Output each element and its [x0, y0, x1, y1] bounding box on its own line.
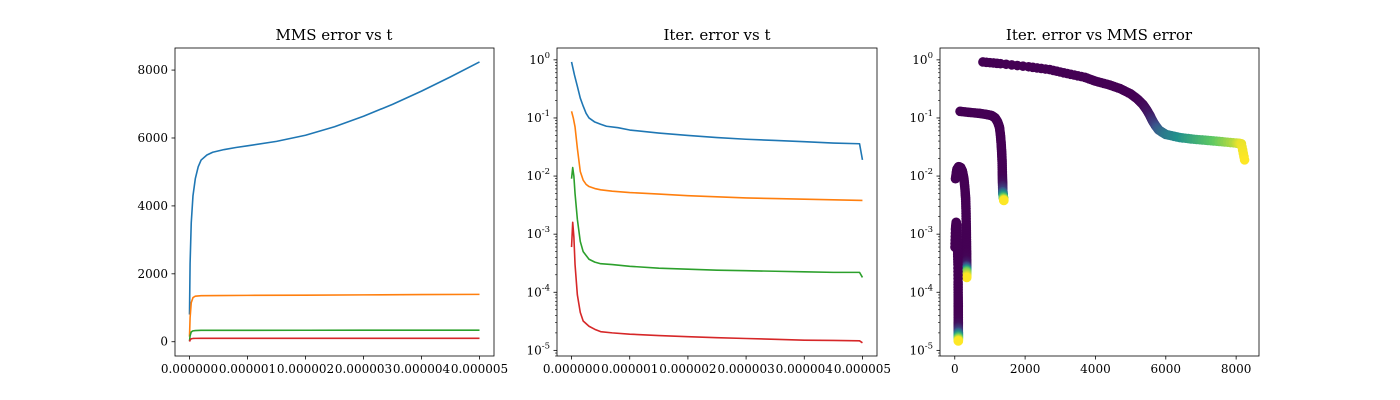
scatter-point — [961, 272, 972, 283]
y-tick-label: 100 — [529, 51, 550, 67]
x-tick-label: 0.000001 — [601, 362, 658, 376]
y-tick-label: 6000 — [137, 131, 168, 145]
y-tick-label: 10-1 — [909, 109, 933, 125]
series-line-0 — [570, 61, 864, 161]
x-tick-label: 0.000003 — [335, 362, 392, 376]
x-tick-label: 4000 — [1080, 362, 1111, 376]
series-line-1 — [570, 111, 863, 202]
series-line-2 — [570, 166, 864, 278]
y-tick-label: 10-4 — [526, 283, 550, 299]
y-tick-label: 2000 — [137, 267, 168, 281]
y-tick-label: 10-3 — [909, 225, 933, 241]
y-tick-label: 10-2 — [909, 167, 933, 183]
axes-frame — [556, 47, 878, 357]
series-line-2 — [188, 329, 480, 342]
series-line-3 — [570, 221, 863, 344]
x-tick-label: 0.000004 — [776, 362, 834, 376]
y-tick-label: 100 — [912, 51, 933, 67]
y-tick-label: 0 — [160, 335, 168, 349]
x-tick-label: 2000 — [1010, 362, 1041, 376]
scatter-point — [999, 195, 1009, 206]
y-tick-label: 10-5 — [526, 341, 550, 357]
chart-title: MMS error vs t — [276, 26, 393, 44]
x-tick-label: 0.000003 — [717, 362, 774, 376]
y-tick-label: 10-2 — [526, 167, 550, 183]
chart-panel-iter-error-vs-t: Iter. error vs t 0.000000 0.000001 0.00000… — [526, 26, 891, 376]
plot-area — [950, 57, 1250, 346]
y-tick-label: 10-3 — [526, 225, 550, 241]
x-tick-label: 8000 — [1221, 362, 1252, 376]
x-tick-label: 0.000002 — [277, 362, 334, 376]
series-line-3 — [188, 337, 480, 342]
x-tick-label: 0.000005 — [451, 362, 508, 376]
axes-frame — [939, 47, 1260, 357]
series-line-0 — [188, 61, 480, 315]
axes-frame — [174, 47, 495, 357]
y-tick-label: 10-1 — [526, 109, 550, 125]
x-tick-label: 0.000000 — [543, 362, 600, 376]
series-line-1 — [188, 293, 480, 337]
plot-area — [188, 61, 480, 342]
x-tick-label: 0.000004 — [393, 362, 451, 376]
y-tick-label: 4000 — [137, 199, 168, 213]
plot-area — [570, 61, 864, 344]
chart-panel-mms-error-vs-t: MMS error vs t 0.000000 0.000001 0.000002 0… — [137, 26, 508, 376]
chart-title: Iter. error vs MMS error — [1006, 26, 1193, 44]
y-tick-label: 10-5 — [909, 341, 933, 357]
chart-panel-iter-error-vs-mms-error: Iter. error vs MMS error 0 2000 4000 6000 80… — [909, 26, 1260, 376]
chart-title: Iter. error vs t — [663, 26, 770, 44]
x-tick-label: 0 — [951, 362, 959, 376]
x-tick-label: 0.000002 — [659, 362, 716, 376]
x-tick-label: 0.000005 — [834, 362, 891, 376]
x-tick-label: 6000 — [1151, 362, 1182, 376]
x-tick-label: 0.000000 — [161, 362, 218, 376]
x-tick-label: 0.000001 — [219, 362, 276, 376]
y-tick-label: 10-4 — [909, 283, 933, 299]
scatter-point — [953, 336, 964, 346]
y-tick-label: 8000 — [137, 63, 168, 77]
scatter-point — [1239, 155, 1250, 165]
